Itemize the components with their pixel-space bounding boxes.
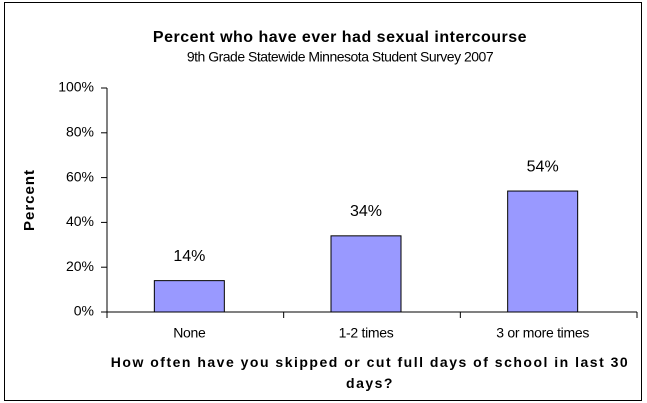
y-tick-label: 20% <box>66 258 94 274</box>
y-tick-label: 100% <box>58 79 94 95</box>
x-tick-label: 3 or more times <box>496 325 589 341</box>
y-tick-label: 0% <box>74 303 94 319</box>
value-label: 34% <box>350 203 382 220</box>
value-label: 54% <box>527 158 559 175</box>
x-axis-label-box: How often have you skipped or cut full d… <box>110 354 630 391</box>
bar <box>507 190 579 313</box>
y-tick-label: 80% <box>66 124 94 140</box>
x-axis-label: How often have you skipped or cut full d… <box>110 354 630 391</box>
value-label: 14% <box>173 248 205 265</box>
y-axis-label: Percent <box>21 169 38 231</box>
chart-title: Percent who have ever had sexual interco… <box>153 29 527 46</box>
bar <box>330 235 402 313</box>
x-tick-label: 1-2 times <box>339 325 394 341</box>
y-tick-label: 40% <box>66 213 94 229</box>
x-tick-label: None <box>173 325 206 341</box>
bar <box>153 280 225 313</box>
y-tick-label: 60% <box>66 168 94 184</box>
chart-subtitle: 9th Grade Statewide Minnesota Student Su… <box>187 49 494 65</box>
